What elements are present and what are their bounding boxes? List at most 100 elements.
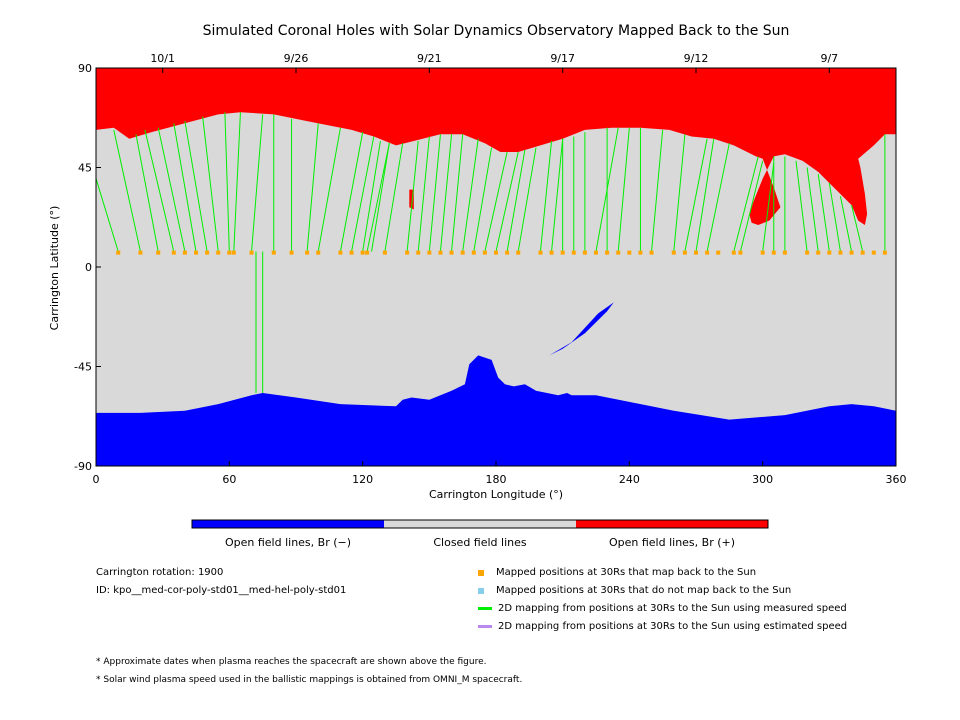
- measured-mapping-line-15: [306, 123, 319, 252]
- mapped-point-33: [560, 250, 565, 255]
- north-coronal-hole: [96, 68, 896, 225]
- colorbar-label-0: Open field lines, Br (−): [225, 536, 351, 549]
- measured-mapping-line-10: [251, 114, 264, 252]
- mapped-point-27: [482, 250, 487, 255]
- measured-mapping-line-34: [539, 140, 553, 252]
- measured-mapping-line-30: [484, 151, 508, 252]
- y-tick-label-2: 0: [85, 261, 92, 274]
- measured-mapping-line-23: [406, 140, 419, 252]
- measured-mapping-line-8: [224, 112, 230, 252]
- mapped-point-45: [705, 250, 710, 255]
- measured-mapping-line-43: [651, 129, 664, 252]
- mapped-point-21: [416, 250, 421, 255]
- model-id: ID: kpo__med-cor-poly-std01__med-hel-pol…: [96, 585, 347, 596]
- mapped-point-17: [360, 250, 365, 255]
- mapped-point-42: [671, 250, 676, 255]
- mapped-point-31: [538, 250, 543, 255]
- carrington-rotation: Carrington rotation: 1900: [96, 567, 224, 578]
- measured-mapping-line-33: [517, 147, 537, 252]
- mapped-point-28: [494, 250, 498, 255]
- mapped-point-36: [594, 250, 598, 255]
- y-axis-label: Carrington Latitude (°): [48, 206, 61, 331]
- date-label-3: 9/17: [550, 52, 575, 65]
- mapped-point-4: [182, 250, 187, 255]
- measured-mapping-line-29: [473, 147, 493, 252]
- mapped-point-8: [227, 250, 232, 255]
- measured-mapping-line-48: [733, 156, 759, 252]
- measured-mapping-line-24: [417, 136, 430, 252]
- mapped-point-58: [871, 250, 876, 255]
- x-tick-label-0: 0: [93, 473, 100, 486]
- mapped-point-44: [694, 250, 698, 255]
- measured-mapping-line-2: [135, 134, 159, 252]
- mapped-point-22: [427, 250, 432, 255]
- mapped-point-15: [338, 250, 343, 255]
- mapped-point-41: [649, 250, 654, 255]
- mapped-point-6: [205, 250, 210, 255]
- mapped-point-18: [365, 250, 370, 255]
- mapped-point-56: [849, 250, 854, 255]
- field-line-colorbar: Open field lines, Br (−) Closed field lin…: [191, 519, 769, 549]
- mapped-point-13: [305, 250, 310, 255]
- measured-mapping-line-5: [173, 123, 197, 252]
- colorbar-label-2: Open field lines, Br (+): [609, 536, 735, 549]
- legend-estimated: 2D mapping from positions at 30Rs to the…: [478, 621, 847, 632]
- y-tick-label-1: 45: [78, 162, 92, 175]
- mapped-point-9: [231, 250, 236, 255]
- mapped-point-40: [638, 250, 643, 255]
- mapped-point-37: [605, 250, 610, 255]
- mapped-point-14: [316, 250, 321, 255]
- mapped-point-32: [549, 250, 554, 255]
- mapped-point-16: [349, 250, 354, 255]
- mapped-point-43: [682, 250, 687, 255]
- colorbar-segment-0: [192, 520, 384, 528]
- mapped-point-46: [716, 250, 721, 255]
- mapped-point-47: [731, 250, 736, 255]
- mapped-point-26: [471, 250, 476, 255]
- legend-not-mapped: Mapped positions at 30Rs that do not map…: [478, 585, 791, 596]
- legend-mapped: Mapped positions at 30Rs that map back t…: [478, 567, 756, 578]
- estimated-line-icon: [478, 625, 492, 628]
- mapped-point-20: [405, 250, 410, 255]
- south-hole-extension: [549, 302, 614, 356]
- x-axis-label: Carrington Longitude (°): [429, 488, 563, 501]
- mapped-point-5: [194, 250, 198, 255]
- measured-mapping-line-56: [828, 182, 841, 252]
- legend-estimated-label: 2D mapping from positions at 30Rs to the…: [498, 621, 848, 632]
- x-tick-label-2: 120: [352, 473, 373, 486]
- y-tick-label-0: 90: [78, 62, 92, 75]
- measured-mapping-line-54: [806, 167, 819, 252]
- mapped-point-7: [216, 250, 221, 255]
- mapped-point-48: [738, 250, 743, 255]
- mapped-point-51: [782, 250, 787, 255]
- mapped-point-11: [271, 250, 276, 255]
- measured-mapping-line-53: [795, 160, 808, 252]
- mapped-point-39: [627, 250, 632, 255]
- legend-measured: 2D mapping from positions at 30Rs to the…: [478, 603, 847, 614]
- x-tick-label-3: 180: [486, 473, 507, 486]
- measured-mapping-line-7: [202, 116, 219, 252]
- mapped-point-53: [816, 250, 821, 255]
- colorbar-label-1: Closed field lines: [433, 536, 527, 549]
- mapped-point-19: [382, 250, 387, 255]
- mapped-point-54: [827, 250, 832, 255]
- measured-mapping-line-47: [706, 143, 730, 252]
- y-tick-label-4: -90: [74, 460, 92, 473]
- measured-mapping-line-35: [551, 138, 564, 252]
- mapped-point-38: [616, 250, 621, 255]
- plot-area: 0 60 120 180 240 300 360 90 45 0 -45 -90 10/1 9/26 9/2…: [74, 52, 906, 486]
- colorbar-frame: [191, 519, 769, 529]
- date-label-4: 9/12: [684, 52, 709, 65]
- measured-mapping-line-45: [684, 138, 708, 252]
- colorbar-segment-1: [384, 520, 576, 528]
- date-label-0: 10/1: [150, 52, 175, 65]
- mapped-point-34: [571, 250, 576, 255]
- measured-mapping-line-26: [439, 134, 453, 252]
- note-speed: * Solar wind plasma speed used in the ba…: [96, 675, 523, 685]
- mapped-point-23: [438, 250, 443, 255]
- measured-mapping-line-17: [339, 132, 364, 252]
- x-tick-label-4: 240: [619, 473, 640, 486]
- mapped-point-24: [449, 250, 454, 255]
- measured-mapping-line-1: [113, 129, 141, 252]
